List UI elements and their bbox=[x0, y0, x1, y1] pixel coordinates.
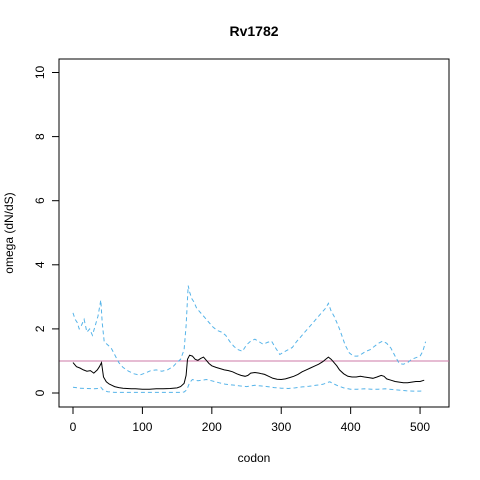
y-tick-label: 6 bbox=[33, 197, 47, 204]
y-axis-label: omega (dN/dS) bbox=[2, 192, 16, 273]
x-tick-label: 0 bbox=[70, 420, 77, 434]
x-axis-label: codon bbox=[238, 451, 271, 465]
y-axis: 0 2 4 6 8 10 bbox=[33, 66, 60, 396]
y-tick-label: 4 bbox=[33, 261, 47, 268]
lower-bound-line bbox=[72, 378, 425, 393]
x-tick-label: 400 bbox=[341, 420, 361, 434]
x-axis: 0 100 200 300 400 500 bbox=[70, 406, 430, 434]
upper-bound-line bbox=[72, 285, 427, 376]
chart-title: Rv1782 bbox=[229, 23, 278, 39]
y-tick-label: 8 bbox=[33, 133, 47, 140]
x-tick-label: 300 bbox=[271, 420, 291, 434]
y-tick-label: 2 bbox=[33, 325, 47, 332]
plot-frame bbox=[58, 58, 450, 408]
omega-estimate-line bbox=[72, 354, 425, 390]
x-tick-label: 500 bbox=[410, 420, 430, 434]
plot-marks bbox=[59, 285, 449, 393]
y-tick-label: 0 bbox=[33, 389, 47, 396]
x-tick-label: 100 bbox=[132, 420, 152, 434]
y-tick-label: 10 bbox=[33, 66, 47, 80]
x-tick-label: 200 bbox=[202, 420, 222, 434]
